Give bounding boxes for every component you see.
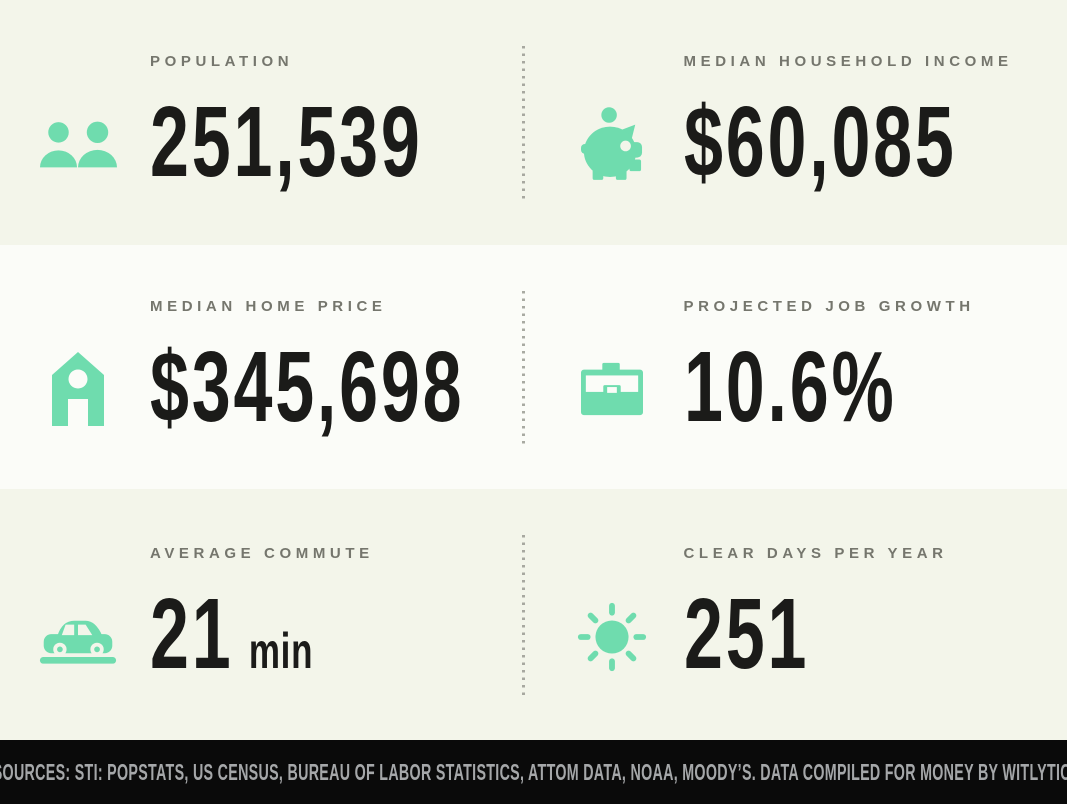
stat-label: CLEAR DAYS PER YEAR [683,545,948,562]
sources-text: SOURCES: STI: POPSTATS, US CENSUS, BUREA… [0,758,1067,785]
car-icon [32,609,124,665]
stat-text-population: POPULATION 251,539 [150,53,534,192]
stat-value-wrap: 251,539 [150,92,423,192]
stat-card-clear-days: CLEAR DAYS PER YEAR 251 [534,489,1067,740]
stat-label: PROJECTED JOB GROWTH [683,297,975,315]
stat-value-wrap: 21 min [150,584,313,684]
dotted-divider [522,291,525,447]
stat-label: POPULATION [150,53,294,70]
stat-text-clear-days: CLEAR DAYS PER YEAR 251 [684,545,948,684]
stats-row-1: POPULATION 251,539 MEDIAN HOU [0,0,1067,245]
dotted-divider [522,46,525,203]
stat-value-wrap: 10.6% [684,337,896,437]
stat-card-median-household-income: MEDIAN HOUSEHOLD INCOME $60,085 [534,0,1067,245]
piggy-bank-icon [566,106,658,183]
stat-value: 21 [150,578,234,690]
stat-card-average-commute: AVERAGE COMMUTE 21 min [0,489,534,740]
stat-unit: min [248,623,314,679]
stat-value-wrap: $60,085 [684,92,957,192]
stat-text-median-home-price: MEDIAN HOME PRICE $345,698 [150,298,534,437]
stat-value: 10.6% [683,330,896,443]
stat-label: AVERAGE COMMUTE [150,545,374,562]
sources-footer: SOURCES: STI: POPSTATS, US CENSUS, BUREA… [0,740,1067,804]
briefcase-icon [566,362,658,416]
dotted-divider [522,535,525,698]
stat-card-projected-job-growth: PROJECTED JOB GROWTH 10.6% [534,245,1067,489]
home-icon [32,352,124,426]
stat-value-wrap: $345,698 [150,337,464,437]
stat-value: $60,085 [683,86,957,198]
stat-card-population: POPULATION 251,539 [0,0,534,245]
people-icon [32,121,124,169]
stat-value-wrap: 251 [684,584,809,684]
stat-value: 251,539 [150,86,423,198]
stat-value: $345,698 [150,330,465,443]
stat-label: MEDIAN HOME PRICE [150,297,387,315]
stat-label: MEDIAN HOUSEHOLD INCOME [683,53,1013,70]
stat-card-median-home-price: MEDIAN HOME PRICE $345,698 [0,245,534,489]
stat-text-projected-job-growth: PROJECTED JOB GROWTH 10.6% [684,298,988,437]
stats-row-3: AVERAGE COMMUTE 21 min [0,489,1067,740]
stat-text-median-household-income: MEDIAN HOUSEHOLD INCOME $60,085 [684,53,1067,192]
stats-row-2: MEDIAN HOME PRICE $345,698 PROJECTED JOB… [0,245,1067,489]
stat-value: 251 [683,578,809,690]
sun-icon [566,600,658,674]
stat-text-average-commute: AVERAGE COMMUTE 21 min [150,545,383,684]
